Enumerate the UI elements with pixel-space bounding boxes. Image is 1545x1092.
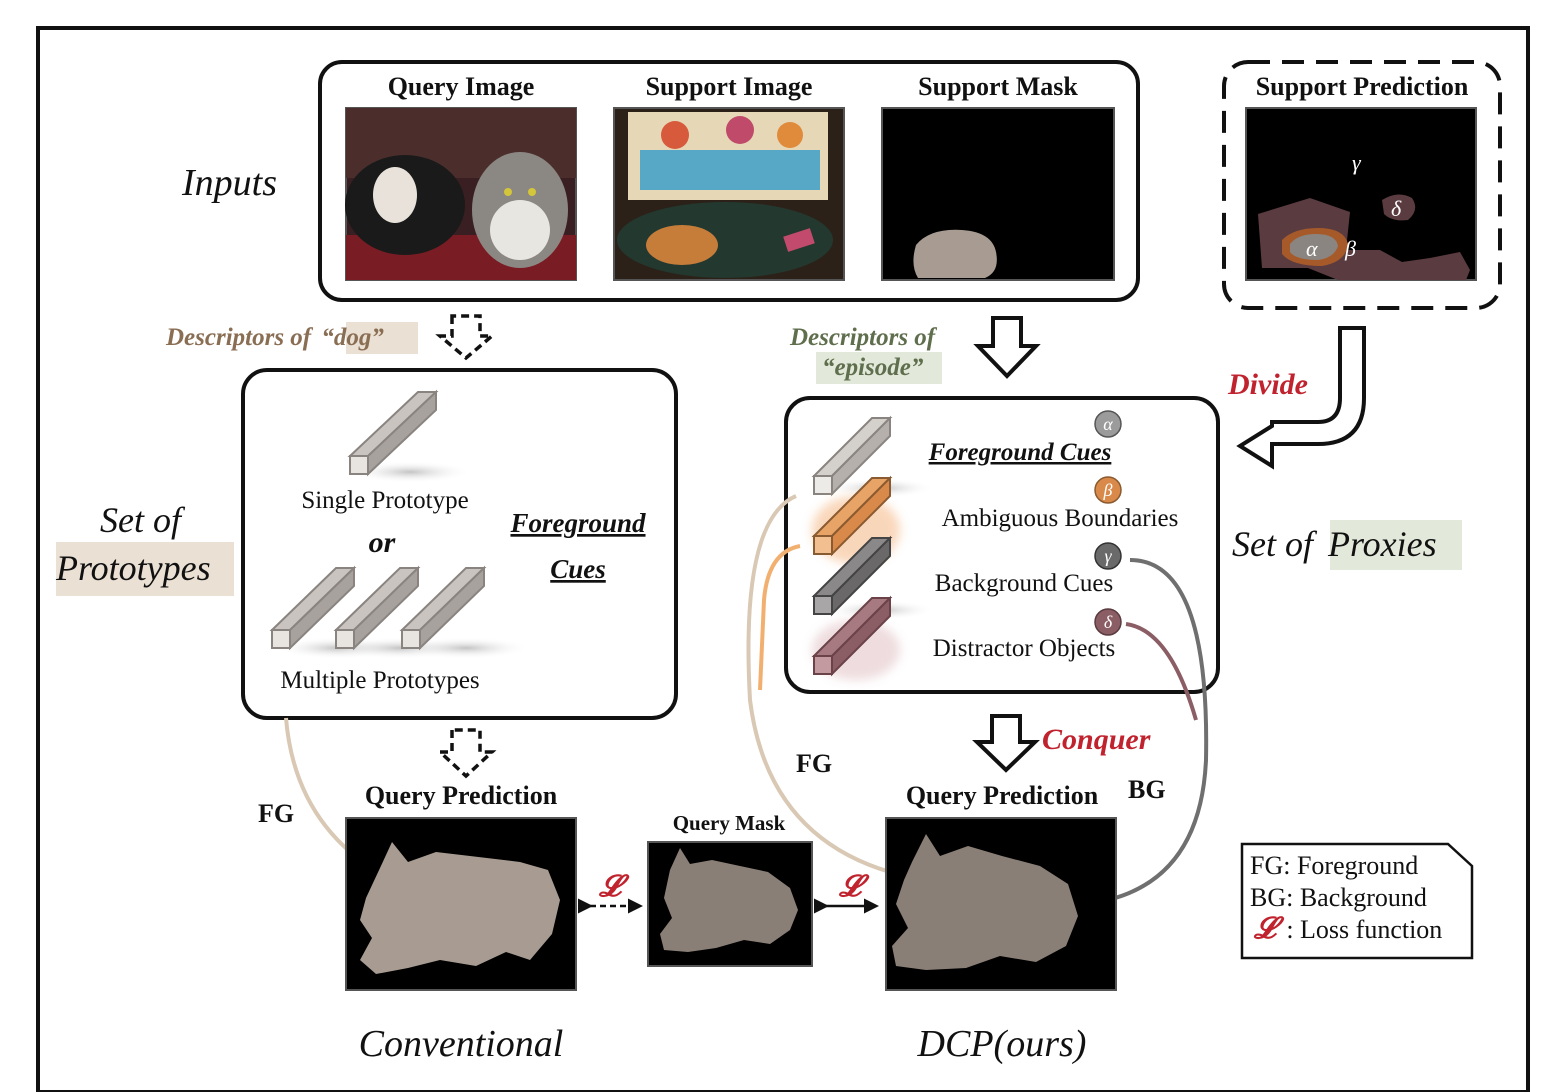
prototypes-set-line2: Prototypes [55,548,211,588]
episode-highlight [816,352,942,384]
legend-box [1240,842,1474,960]
dog-highlight [346,322,418,354]
query-prediction-left [345,817,577,991]
proxy-boundary-label: Ambiguous Boundaries [942,505,1179,532]
method-conventional: Conventional [359,1023,564,1065]
conquer-arrow [972,714,1040,773]
support-prediction-label: Support Prediction [1256,72,1469,101]
badge-beta [1094,476,1122,504]
dashed-down-arrow-top [435,314,497,361]
proxy-background-label: Background Cues [935,570,1113,597]
support-prediction-panel [1222,60,1502,310]
query-prediction-left-label: Query Prediction [365,781,558,810]
legend-fg: FG: Foreground [1250,851,1418,880]
proxy-distractor-cube [811,595,900,680]
fg-label-left: FG [258,799,294,828]
query-prediction-right [885,817,1117,991]
badge-gamma-symbol: γ [1104,546,1112,566]
single-prototype-label: Single Prototype [301,487,468,514]
query-prediction-right-label: Query Prediction [906,781,1099,810]
descriptors-dog: Descriptors of “dog” [165,324,384,351]
proxy-distractor-label: Distractor Objects [933,635,1116,662]
query-image-label: Query Image [388,72,535,101]
query-image [345,107,577,281]
dashed-down-arrow-bottom [435,728,497,779]
bg-arrow-background-proxy [1080,558,1209,916]
legend-bg: BG: Background [1250,883,1427,912]
divide-label: Divide [1227,368,1308,401]
region-gamma: γ [1352,150,1362,175]
query-mask-label: Query Mask [673,811,786,835]
loss-symbol-left: 𝓛 [598,870,630,903]
support-mask-label: Support Mask [918,72,1078,101]
badge-beta-symbol: β [1103,480,1113,500]
proxies-highlight [1330,520,1462,570]
region-delta: δ [1391,196,1402,221]
prototypes-fg-cues-line1: Foreground [509,508,646,538]
badge-gamma [1094,542,1122,570]
support-mask [881,107,1115,281]
bg-label-right: BG [1128,775,1166,804]
prototypes-set-line1: Set of [100,500,186,540]
support-image-label: Support Image [646,72,813,101]
down-arrow-episode [973,316,1041,379]
proxies-set-label: Set of Proxies [1232,524,1437,564]
outer-frame [36,26,1530,1092]
region-alpha: α [1306,236,1318,261]
conquer-label: Conquer [1042,723,1151,756]
badge-delta-symbol: δ [1104,612,1113,632]
proxy-foreground-label: Foreground Cues [928,439,1112,466]
descriptors-episode-prefix: Descriptors of [789,324,938,351]
prototypes-highlight [56,542,234,596]
badge-delta [1094,608,1122,636]
divide-arrow [1236,326,1366,470]
region-beta: β [1344,236,1356,261]
fg-label-right: FG [796,749,832,778]
support-prediction-map [1245,107,1477,281]
descriptors-episode-term: “episode” [822,354,924,381]
legend-loss: 𝓛 : Loss function [1253,912,1442,945]
fg-arrow-boundary-proxy [758,544,801,691]
single-prototype-icon [347,389,472,483]
prototypes-panel [241,368,678,720]
method-dcp: DCP(ours) [917,1023,1087,1065]
badge-alpha-symbol: α [1103,414,1113,434]
prototypes-or: or [369,526,396,559]
bg-arrow-distractor-proxy [1125,622,1198,721]
multiple-prototypes-label: Multiple Prototypes [280,667,479,694]
support-image [613,107,845,281]
multiple-prototypes-icon [269,565,530,659]
loss-symbol-right: 𝓛 [838,870,870,903]
badge-alpha [1094,410,1122,438]
prototypes-fg-cues-line2: Cues [550,554,606,584]
fg-arrow-foreground-proxy [746,494,944,893]
inputs-label: Inputs [181,162,277,204]
query-mask [647,841,813,967]
